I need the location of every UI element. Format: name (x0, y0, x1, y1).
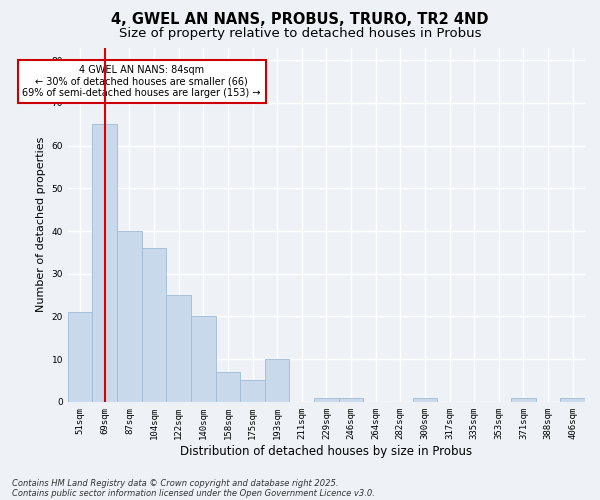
Bar (166, 295, 191, 402)
Bar (240, 380, 265, 402)
Bar (191, 316, 215, 402)
Bar (314, 398, 339, 402)
Text: 4, GWEL AN NANS, PROBUS, TRURO, TR2 4ND: 4, GWEL AN NANS, PROBUS, TRURO, TR2 4ND (111, 12, 489, 28)
X-axis label: Distribution of detached houses by size in Probus: Distribution of detached houses by size … (181, 444, 472, 458)
Text: Contains public sector information licensed under the Open Government Licence v3: Contains public sector information licen… (12, 488, 375, 498)
Bar (413, 398, 437, 402)
Bar (265, 359, 289, 402)
Text: Size of property relative to detached houses in Probus: Size of property relative to detached ho… (119, 28, 481, 40)
Bar (339, 398, 364, 402)
Text: 4 GWEL AN NANS: 84sqm
← 30% of detached houses are smaller (66)
69% of semi-deta: 4 GWEL AN NANS: 84sqm ← 30% of detached … (22, 64, 261, 98)
Y-axis label: Number of detached properties: Number of detached properties (36, 137, 46, 312)
Bar (560, 398, 585, 402)
Bar (215, 372, 240, 402)
Text: Contains HM Land Registry data © Crown copyright and database right 2025.: Contains HM Land Registry data © Crown c… (12, 478, 338, 488)
Bar (117, 231, 142, 402)
Bar (511, 398, 536, 402)
Bar (142, 248, 166, 402)
Bar (68, 312, 92, 402)
Bar (92, 124, 117, 402)
